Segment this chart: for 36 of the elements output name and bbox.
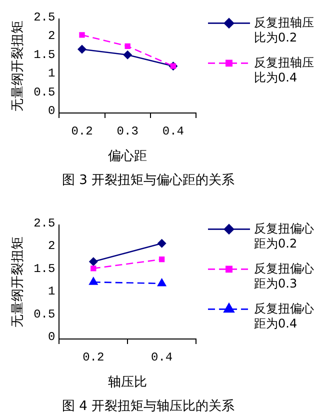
point — [158, 256, 165, 262]
y-tick-label: 0.5 — [34, 307, 56, 322]
y-axis-title: 无量纲开裂扭矩 — [9, 20, 24, 112]
x-tick-label: 0.4 — [150, 350, 173, 364]
y-tick-label: 2 — [48, 239, 56, 254]
x-tick-label: 0.3 — [116, 124, 138, 138]
point — [90, 266, 96, 272]
legend-label: 反复扭轴压比为0.2 — [254, 15, 314, 44]
legend-label: 反复扭偏心距为0.3 — [254, 261, 314, 290]
x-axis-title: 偏心距 — [108, 148, 148, 163]
x-tick-label: 0.2 — [82, 350, 104, 364]
point — [78, 44, 87, 54]
y-axis-title: 无量纲开裂扭矩 — [9, 236, 24, 328]
x-tick-label: 0.4 — [162, 124, 184, 138]
caption: 图 4 开裂扭矩与轴压比的关系 — [61, 398, 236, 413]
y-tick-label: 1.5 — [34, 262, 56, 276]
point — [157, 238, 166, 248]
legend-label: 反复扭轴压比为0.4 — [254, 55, 314, 84]
point — [123, 50, 132, 60]
y-tick-label: 0 — [48, 104, 56, 118]
legend-label: 反复扭偏心距为0.4 — [254, 301, 314, 330]
legend-label: 反复扭偏心距为0.2 — [254, 221, 314, 250]
y-tick-label: 0 — [48, 330, 56, 344]
y-tick-label: 2 — [48, 29, 56, 44]
point — [88, 257, 98, 266]
y-tick-label: 2.5 — [34, 10, 56, 24]
y-tick-label: 1 — [48, 284, 56, 299]
point — [79, 32, 85, 38]
caption: 图 3 开裂扭矩与偏心距的关系 — [61, 172, 236, 190]
y-tick-label: 0.5 — [34, 85, 56, 100]
point — [124, 43, 130, 50]
y-tick-label: 1.5 — [34, 48, 56, 62]
x-axis-title: 轴压比 — [108, 374, 148, 389]
y-tick-label: 2.5 — [34, 216, 56, 230]
x-tick-label: 0.2 — [71, 124, 93, 138]
y-tick-label: 1 — [48, 66, 56, 81]
